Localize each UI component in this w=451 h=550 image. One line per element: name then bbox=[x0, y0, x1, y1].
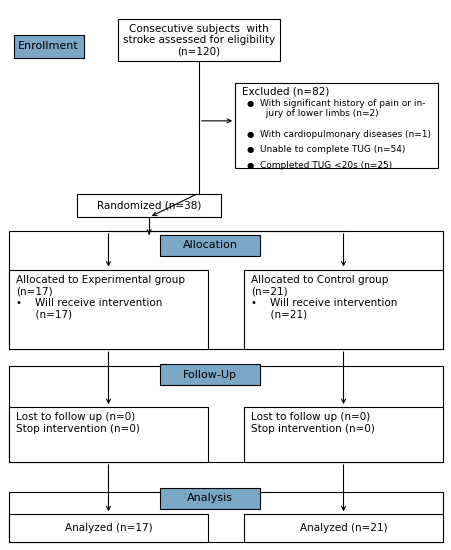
FancyBboxPatch shape bbox=[160, 488, 259, 509]
FancyBboxPatch shape bbox=[160, 235, 259, 256]
Text: Randomized (n=38): Randomized (n=38) bbox=[97, 201, 201, 211]
FancyBboxPatch shape bbox=[9, 407, 207, 462]
Text: Enrollment: Enrollment bbox=[18, 41, 79, 51]
FancyBboxPatch shape bbox=[244, 407, 442, 462]
Text: Consecutive subjects  with
stroke assessed for eligibility
(n=120): Consecutive subjects with stroke assesse… bbox=[123, 24, 274, 57]
Text: Analyzed (n=17): Analyzed (n=17) bbox=[64, 523, 152, 533]
Text: Lost to follow up (n=0)
Stop intervention (n=0): Lost to follow up (n=0) Stop interventio… bbox=[16, 412, 139, 434]
Text: Lost to follow up (n=0)
Stop intervention (n=0): Lost to follow up (n=0) Stop interventio… bbox=[250, 412, 374, 434]
FancyBboxPatch shape bbox=[117, 19, 280, 60]
Text: Allocated to Experimental group
(n=17)
•    Will receive intervention
      (n=1: Allocated to Experimental group (n=17) •… bbox=[16, 275, 184, 320]
Text: ●: ● bbox=[246, 161, 253, 169]
FancyBboxPatch shape bbox=[235, 82, 437, 168]
Text: ●: ● bbox=[246, 145, 253, 154]
FancyBboxPatch shape bbox=[9, 270, 207, 349]
Text: Allocation: Allocation bbox=[182, 240, 237, 250]
FancyBboxPatch shape bbox=[244, 270, 442, 349]
FancyBboxPatch shape bbox=[9, 492, 442, 542]
Text: With cardiopulmonary diseases (n=1): With cardiopulmonary diseases (n=1) bbox=[259, 130, 430, 139]
Text: Allocated to Control group
(n=21)
•    Will receive intervention
      (n=21): Allocated to Control group (n=21) • Will… bbox=[250, 275, 396, 320]
FancyBboxPatch shape bbox=[9, 366, 442, 462]
Text: Analyzed (n=21): Analyzed (n=21) bbox=[299, 523, 387, 533]
FancyBboxPatch shape bbox=[9, 514, 207, 542]
Text: Completed TUG <20s (n=25): Completed TUG <20s (n=25) bbox=[259, 161, 391, 169]
Text: Excluded (n=82): Excluded (n=82) bbox=[241, 87, 328, 97]
Text: With significant history of pain or in-
  jury of lower limbs (n=2): With significant history of pain or in- … bbox=[259, 99, 424, 118]
Text: Unable to complete TUG (n=54): Unable to complete TUG (n=54) bbox=[259, 145, 405, 154]
FancyBboxPatch shape bbox=[9, 231, 442, 349]
FancyBboxPatch shape bbox=[77, 194, 221, 217]
Text: ●: ● bbox=[246, 130, 253, 139]
FancyBboxPatch shape bbox=[160, 364, 259, 385]
Text: Analysis: Analysis bbox=[187, 493, 233, 503]
Text: Follow-Up: Follow-Up bbox=[183, 370, 237, 379]
Text: ●: ● bbox=[246, 99, 253, 108]
FancyBboxPatch shape bbox=[14, 35, 83, 58]
FancyBboxPatch shape bbox=[244, 514, 442, 542]
